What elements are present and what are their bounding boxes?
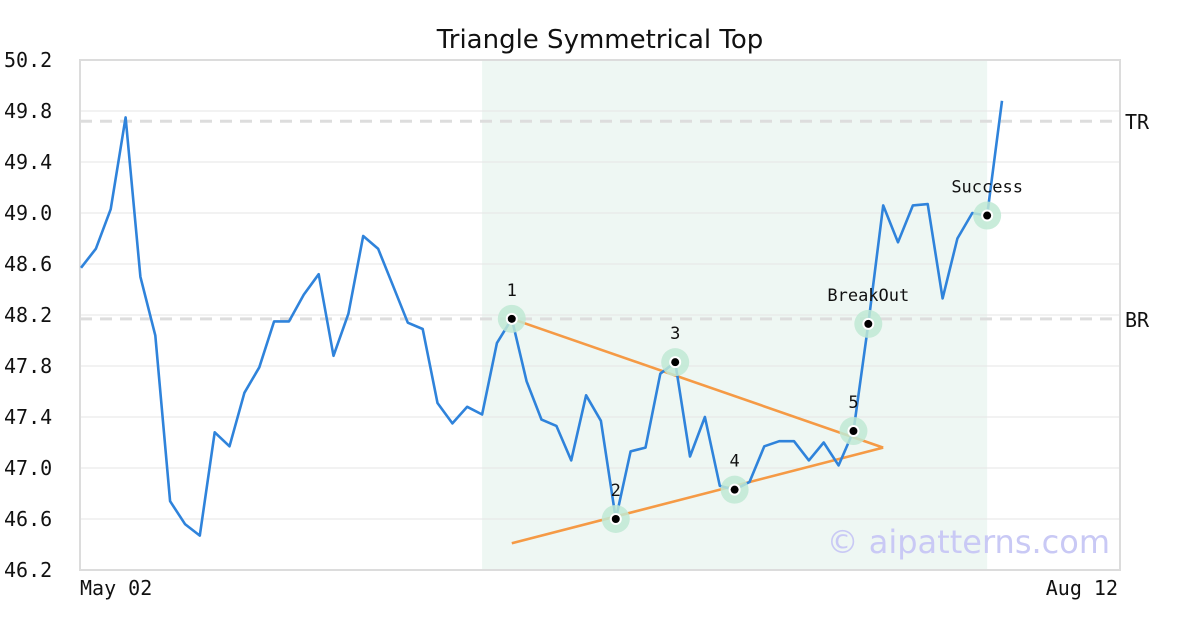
y-tick-label: 49.8 (4, 99, 52, 123)
reference-line-label: BR (1125, 308, 1150, 332)
x-axis-tick-labels: May 02 Aug 12 (80, 576, 1118, 600)
marker-dot (611, 515, 620, 523)
marker-dot (730, 485, 739, 494)
pattern-point-label: 1 (507, 281, 517, 301)
marker-dot (864, 319, 873, 328)
pattern-point-label: Success (951, 178, 1023, 198)
watermark: © aipatterns.com (827, 523, 1110, 561)
y-tick-label: 46.2 (4, 558, 52, 582)
pattern-point-label: 5 (848, 393, 858, 413)
triangle-trendline (511, 446, 884, 545)
y-tick-label: 47.8 (4, 354, 52, 378)
y-tick-label: 48.6 (4, 252, 52, 276)
trendlines (511, 317, 884, 545)
y-tick-label: 50.2 (4, 48, 52, 72)
y-axis-tick-labels: 46.2 46.6 47.0 47.4 47.8 48.2 48.6 49.0 49.4 49.8… (4, 48, 52, 582)
reference-line-label: TR (1125, 110, 1150, 134)
x-tick-label: Aug 12 (1046, 576, 1118, 600)
marker-dot (849, 427, 858, 436)
pattern-point-label: 3 (670, 324, 680, 344)
marker-dot (983, 211, 992, 220)
pattern-point-label: 4 (729, 452, 739, 472)
x-tick-label: May 02 (80, 576, 152, 600)
y-tick-label: 48.2 (4, 303, 52, 327)
pattern-markers: 1 2 3 4 5 BreakOut Success (497, 178, 1023, 533)
marker-dot (671, 358, 680, 367)
pattern-point-label: BreakOut (827, 286, 909, 306)
y-tick-label: 49.0 (4, 201, 52, 225)
y-tick-label: 47.0 (4, 456, 52, 480)
pattern-point-label: 2 (611, 481, 621, 501)
triangle-trendline (511, 317, 884, 449)
y-tick-label: 46.6 (4, 507, 52, 531)
reference-lines: TR BR (80, 110, 1150, 332)
y-tick-label: 49.4 (4, 150, 52, 174)
plot-frame (79, 59, 1121, 571)
marker-dot (507, 314, 516, 323)
y-tick-label: 47.4 (4, 405, 52, 429)
chart-title: Triangle Symmetrical Top (436, 25, 764, 55)
